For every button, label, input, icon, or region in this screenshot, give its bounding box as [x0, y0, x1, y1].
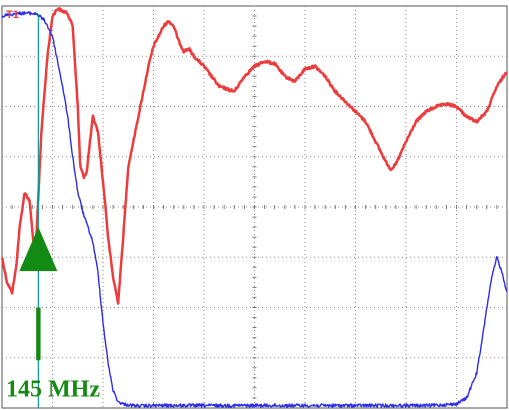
series-line-1 — [0, 7, 508, 305]
series-line-2 — [1, 11, 508, 408]
marker-label: 145 MHz — [6, 376, 100, 402]
trace-tag: T1 — [6, 9, 19, 21]
marker-arrow-head — [19, 227, 58, 272]
marker-arrow-shaft — [36, 307, 41, 361]
graticule-grid — [1, 5, 508, 409]
frequency-marker: 145 MHz — [6, 14, 100, 408]
trace-group: T1 — [0, 7, 508, 408]
